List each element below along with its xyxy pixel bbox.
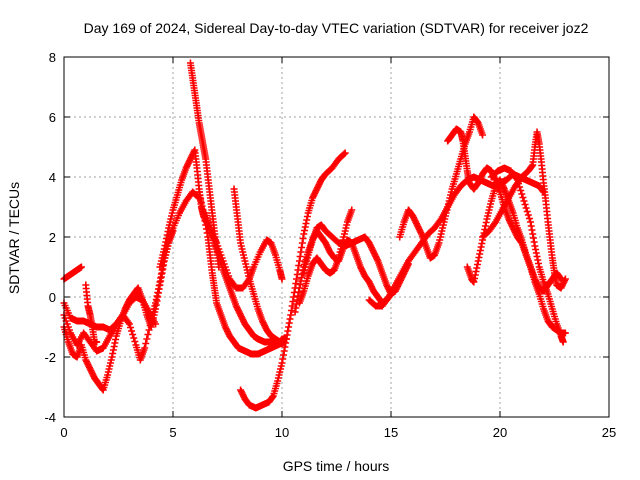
x-tick-label: 5 bbox=[169, 425, 176, 440]
x-tick-label: 25 bbox=[602, 425, 616, 440]
data-point bbox=[479, 131, 487, 139]
data-point bbox=[341, 149, 349, 157]
x-tick-label: 0 bbox=[60, 425, 67, 440]
data-point bbox=[561, 329, 569, 337]
data-point bbox=[125, 320, 133, 328]
data-point bbox=[131, 338, 139, 345]
data-point bbox=[518, 190, 526, 198]
data-point bbox=[521, 201, 529, 208]
data-point bbox=[93, 338, 101, 346]
data-point bbox=[348, 206, 356, 214]
series-pass-a bbox=[60, 188, 203, 364]
data-point bbox=[517, 187, 525, 194]
x-tick-label: 10 bbox=[275, 425, 289, 440]
x-axis-label: GPS time / hours bbox=[283, 458, 390, 474]
series-pass-k bbox=[237, 149, 349, 412]
y-tick-label: -2 bbox=[44, 350, 56, 365]
data-point bbox=[523, 208, 531, 215]
data-point bbox=[561, 275, 569, 283]
axis-ticks bbox=[63, 56, 610, 418]
series-pass-t bbox=[487, 164, 567, 346]
data-point bbox=[559, 338, 567, 346]
y-tick-label: 8 bbox=[49, 50, 56, 65]
series-pass-c bbox=[60, 227, 177, 394]
data-point bbox=[524, 211, 532, 219]
data-point bbox=[130, 334, 138, 342]
series-pass-n bbox=[295, 206, 356, 307]
data-point bbox=[126, 324, 134, 331]
data-point bbox=[513, 176, 521, 184]
y-tick-label: 2 bbox=[49, 230, 56, 245]
x-tick-label: 20 bbox=[493, 425, 507, 440]
series-pass-d bbox=[60, 293, 160, 334]
data-point bbox=[516, 183, 524, 191]
data-point bbox=[520, 197, 528, 205]
y-axis-label: SDTVAR / TECUs bbox=[6, 182, 22, 294]
series-pass-b bbox=[60, 263, 85, 283]
data-point bbox=[142, 340, 150, 347]
y-tick-label: 0 bbox=[49, 290, 56, 305]
series-pass-e bbox=[82, 281, 101, 346]
series-pass-f bbox=[156, 146, 286, 292]
y-tick-label: 4 bbox=[49, 170, 56, 185]
data-point bbox=[525, 215, 533, 222]
data-point bbox=[141, 344, 149, 352]
data-point bbox=[143, 335, 151, 343]
data-point bbox=[512, 175, 520, 182]
series-pass-i bbox=[202, 209, 288, 349]
data-point bbox=[124, 319, 132, 326]
data-point bbox=[278, 275, 286, 283]
y-tick-label: -4 bbox=[44, 410, 56, 425]
x-tick-label: 15 bbox=[384, 425, 398, 440]
data-point bbox=[128, 327, 136, 335]
data-point bbox=[129, 331, 137, 338]
data-point bbox=[144, 331, 152, 338]
data-point bbox=[519, 194, 527, 201]
data-point bbox=[515, 180, 523, 187]
grid bbox=[64, 57, 609, 417]
data-point bbox=[152, 320, 160, 328]
data-points bbox=[60, 59, 569, 412]
data-point bbox=[522, 204, 530, 212]
series-pass-g bbox=[186, 59, 223, 271]
data-point bbox=[77, 263, 85, 271]
y-tick-label: 6 bbox=[49, 110, 56, 125]
series-pass-h bbox=[195, 188, 290, 358]
data-point bbox=[340, 150, 348, 158]
chart-title: Day 169 of 2024, Sidereal Day-to-day VTE… bbox=[84, 20, 589, 36]
tick-labels: 0 5 10 15 20 25 -4 -2 0 2 4 6 8 bbox=[44, 50, 616, 440]
data-point bbox=[276, 338, 284, 346]
series-pass-j bbox=[230, 185, 284, 346]
